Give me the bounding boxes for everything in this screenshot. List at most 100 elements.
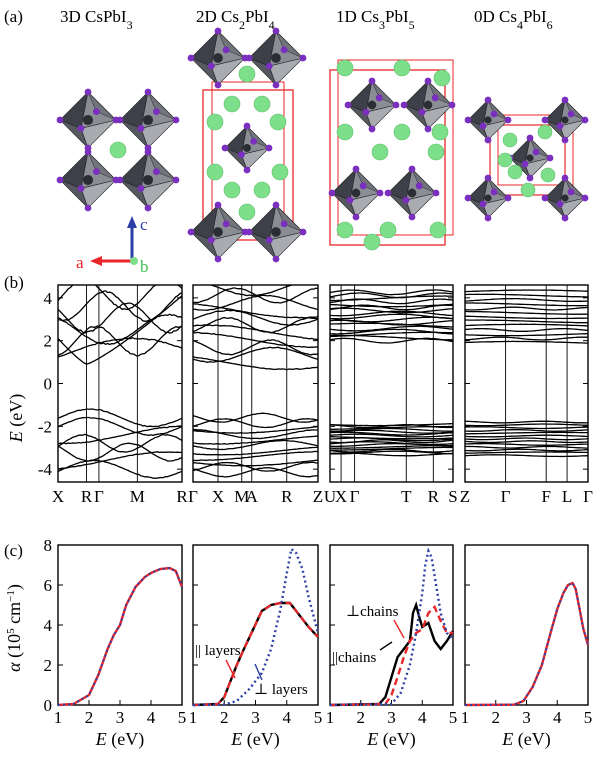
iodine-atom (299, 228, 307, 236)
octa-face (487, 99, 509, 121)
iodine-atom (448, 101, 456, 109)
iodine-atom (172, 116, 180, 124)
iodine-atom (214, 81, 222, 89)
band-line (193, 450, 318, 462)
iodine-atom (561, 174, 569, 182)
octa-face (268, 231, 304, 260)
octa-face (210, 231, 246, 260)
xtick-label: 3 (116, 708, 125, 727)
cs-atom (269, 113, 287, 131)
xtick-label: 4 (147, 708, 156, 727)
cs-atom (336, 59, 354, 77)
abs-curve-red (464, 581, 590, 707)
kpoint-label: Z (313, 487, 323, 506)
kpoint-label: R (176, 487, 188, 506)
iodine-atom (362, 108, 370, 116)
band-line (58, 325, 182, 357)
abs-xlabel: E (eV) (366, 729, 415, 750)
pb-atom (82, 114, 94, 126)
title-3d: 3D CsPbI3 (60, 7, 133, 32)
iodine-atom (265, 236, 273, 244)
band-line (330, 313, 453, 320)
cs-atom (507, 164, 523, 180)
iodine-atom (116, 176, 124, 184)
iodine-atom (484, 96, 492, 104)
iodine-atom (541, 116, 549, 124)
octa-face (411, 168, 437, 194)
kpoint-label: R (81, 487, 93, 506)
cs-atom (206, 163, 224, 181)
band-line (465, 333, 588, 337)
abs-curve-dotted (329, 547, 454, 707)
octa-face (241, 147, 270, 171)
abs-curve-perp-chains (329, 604, 453, 707)
iodine-atom (77, 124, 85, 132)
annot-perp-layers: ⊥ layers (254, 682, 308, 698)
octahedron-1d (400, 77, 456, 133)
octa-face (275, 30, 304, 59)
iodine-atom (432, 189, 440, 197)
iodine-atom (153, 168, 160, 176)
band-line (330, 337, 453, 344)
octahedron-0d (464, 96, 512, 144)
band-line (465, 451, 588, 454)
panel-label-a: (a) (4, 7, 23, 26)
iodine-atom (400, 101, 408, 109)
band-line (330, 425, 453, 430)
pb-atom (213, 227, 223, 237)
xtick-label: 5 (178, 708, 187, 727)
iodine-atom (245, 54, 253, 62)
axis-c-label: c (140, 215, 148, 234)
band-line (330, 303, 453, 308)
iodine-atom (116, 116, 124, 124)
pb-atom (82, 174, 94, 186)
iodine-atom (556, 200, 564, 208)
iodine-atom (581, 194, 589, 202)
band-line (330, 295, 453, 302)
octa-face (140, 119, 177, 149)
octa-face (355, 168, 381, 194)
iodine-atom (137, 185, 145, 192)
kpoint-label: U (324, 487, 336, 506)
xtick-label: 2 (357, 708, 366, 727)
band-line (465, 434, 588, 438)
pb-atom (484, 116, 492, 124)
band-line (330, 435, 453, 440)
band-panel-2: UX Γ T R S (324, 284, 458, 506)
cs-atom (393, 123, 411, 141)
band-line (465, 431, 588, 435)
band-lines (465, 289, 588, 458)
iodine-atom (359, 182, 367, 190)
ytick-label: -4 (38, 460, 53, 479)
octa-face (421, 104, 453, 130)
xtick-label: 5 (584, 708, 593, 727)
xtick-label: 4 (283, 708, 292, 727)
iodine-atom (272, 255, 280, 263)
band-line (465, 302, 588, 307)
band-line (193, 339, 318, 356)
iodine-atom (144, 204, 152, 212)
xtick-label: 2 (220, 708, 229, 727)
unit-cell-0d-back (497, 114, 574, 186)
pb-atom (367, 100, 377, 110)
band-line (465, 423, 588, 427)
pb-atom (142, 114, 154, 126)
band-line (465, 310, 588, 315)
kpoint-label: Γ (583, 487, 593, 506)
band-line (330, 429, 453, 434)
band-line (330, 448, 453, 453)
ytick-label: 2 (44, 332, 53, 351)
band-line (330, 433, 453, 438)
pb-atom (271, 227, 281, 237)
band-line (465, 336, 588, 341)
iodine-atom (222, 220, 230, 228)
band-line (193, 294, 318, 311)
iodine-atom (561, 136, 569, 144)
ytick-label: 4 (44, 616, 53, 635)
cs-atom (336, 221, 354, 239)
octahedron-0d (541, 174, 589, 222)
kpoint-label: Z (460, 487, 470, 506)
abs-frame (464, 544, 589, 706)
absorption-panel-1: 1 2 3 4 5 E (eV) (189, 544, 322, 750)
